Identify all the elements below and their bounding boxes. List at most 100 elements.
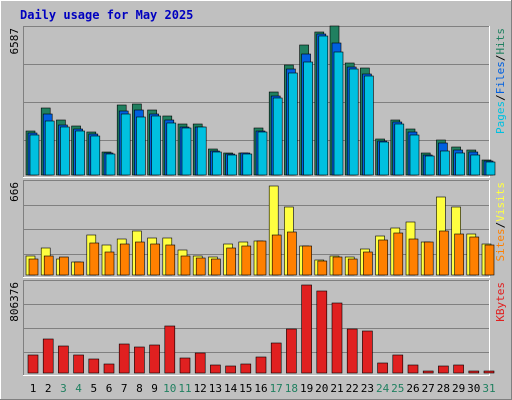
bar-sites-day-24 — [378, 239, 388, 276]
x-tick-day-30: 30 — [467, 382, 480, 395]
bar-kbytes-day-12 — [194, 352, 206, 374]
bar-sites-day-4 — [74, 261, 84, 276]
bar-pages-day-17 — [272, 97, 283, 176]
x-tick-day-10: 10 — [163, 382, 176, 395]
bar-pages-day-10 — [166, 122, 177, 176]
bar-kbytes-day-11 — [179, 357, 191, 374]
x-tick-day-22: 22 — [346, 382, 359, 395]
bar-pages-day-20 — [318, 35, 329, 176]
bar-kbytes-day-18 — [286, 328, 297, 374]
x-tick-day-25: 25 — [391, 382, 404, 395]
bar-sites-day-5 — [89, 242, 100, 276]
x-tick-day-31: 31 — [482, 382, 495, 395]
x-tick-day-21: 21 — [330, 382, 343, 395]
bar-sites-day-21 — [332, 256, 343, 276]
bar-pages-day-3 — [60, 126, 70, 176]
x-tick-day-3: 3 — [60, 382, 67, 395]
bar-kbytes-day-31 — [483, 370, 495, 374]
legend-item: Hits — [494, 28, 507, 55]
bar-sites-day-11 — [180, 255, 191, 276]
x-tick-day-18: 18 — [285, 382, 298, 395]
x-tick-day-20: 20 — [315, 382, 328, 395]
legend-item: Visits — [494, 182, 507, 222]
bar-kbytes-day-27 — [422, 370, 434, 374]
bar-kbytes-day-29 — [453, 364, 464, 374]
bar-pages-day-31 — [485, 161, 496, 176]
bar-pages-day-1 — [29, 134, 40, 176]
bar-pages-day-13 — [212, 151, 222, 176]
x-tick-day-28: 28 — [437, 382, 450, 395]
x-tick-day-11: 11 — [178, 382, 191, 395]
bar-kbytes-day-7 — [118, 343, 130, 374]
bar-sites-day-15 — [241, 245, 252, 276]
bar-kbytes-day-19 — [301, 284, 312, 374]
bar-sites-day-16 — [256, 240, 267, 276]
bar-sites-day-26 — [408, 238, 419, 276]
bar-kbytes-day-16 — [255, 356, 267, 374]
x-axis-labels: 1 2 3 4 5 6 7 8 9 10 11 12 13 14 15 16 17 18 19 20 21 22 23 24 2… — [30, 382, 496, 395]
bar-pages-day-24 — [379, 141, 389, 176]
bar-sites-day-9 — [150, 243, 160, 276]
bar-pages-day-2 — [44, 120, 55, 176]
panel-legend: KBytes — [494, 282, 507, 322]
bar-pages-day-9 — [151, 115, 161, 176]
bar-pages-day-18 — [288, 72, 298, 176]
bar-pages-day-7 — [120, 113, 131, 176]
bar-pages-day-26 — [409, 134, 420, 176]
x-tick-day-29: 29 — [452, 382, 465, 395]
panel-max-label: 6587 — [8, 28, 21, 55]
bar-sites-day-30 — [469, 236, 480, 276]
bar-kbytes-day-15 — [240, 363, 252, 374]
bar-pages-day-4 — [75, 130, 85, 176]
x-tick-day-4: 4 — [75, 382, 82, 395]
bar-sites-day-8 — [135, 241, 145, 276]
bar-sites-day-12 — [195, 257, 206, 276]
bar-kbytes-day-13 — [210, 364, 221, 374]
bar-pages-day-30 — [470, 154, 481, 176]
panel-legend: Pages/Files/Hits — [494, 28, 507, 134]
bar-kbytes-day-3 — [58, 345, 69, 374]
bar-sites-day-6 — [104, 251, 115, 276]
legend-item: Files — [494, 61, 507, 94]
bar-kbytes-day-17 — [270, 342, 282, 374]
panel-sites-visits: 666 Sites/Visits — [8, 180, 507, 278]
x-tick-day-8: 8 — [136, 382, 143, 395]
bar-sites-day-3 — [59, 256, 69, 276]
x-tick-day-26: 26 — [406, 382, 419, 395]
bar-pages-day-23 — [364, 75, 374, 176]
bar-sites-day-23 — [363, 251, 373, 276]
legend-item: KBytes — [494, 282, 507, 322]
panel-max-label: 666 — [8, 182, 21, 202]
bar-sites-day-10 — [165, 244, 176, 276]
x-tick-day-15: 15 — [239, 382, 252, 395]
bar-sites-day-13 — [211, 258, 221, 276]
bar-pages-day-19 — [303, 61, 313, 176]
bar-kbytes-day-20 — [316, 290, 328, 374]
bar-kbytes-day-24 — [377, 362, 388, 374]
legend-item: / — [494, 94, 507, 101]
bar-pages-day-25 — [394, 123, 405, 176]
x-tick-day-19: 19 — [300, 382, 313, 395]
bar-pages-day-29 — [455, 152, 465, 176]
bar-sites-day-28 — [439, 230, 449, 276]
bar-pages-day-27 — [424, 155, 435, 176]
x-tick-day-23: 23 — [361, 382, 374, 395]
x-tick-day-24: 24 — [376, 382, 390, 395]
bar-kbytes-day-23 — [362, 330, 373, 374]
bar-pages-day-12 — [196, 126, 207, 176]
bar-sites-day-17 — [271, 234, 282, 276]
x-tick-day-17: 17 — [270, 382, 283, 395]
x-tick-day-7: 7 — [121, 382, 128, 395]
bar-sites-day-19 — [302, 245, 312, 276]
bar-kbytes-day-4 — [73, 354, 84, 374]
bar-kbytes-day-10 — [164, 325, 176, 374]
x-tick-day-27: 27 — [422, 382, 435, 395]
legend-item: / — [494, 222, 507, 229]
bar-kbytes-day-14 — [225, 365, 236, 374]
panel-kbytes: 806376 KBytes — [8, 280, 507, 376]
bar-sites-day-2 — [43, 255, 54, 276]
bar-pages-day-15 — [242, 153, 253, 176]
bar-kbytes-day-5 — [88, 358, 100, 374]
bar-pages-day-22 — [348, 68, 359, 176]
bar-pages-day-6 — [105, 153, 116, 176]
